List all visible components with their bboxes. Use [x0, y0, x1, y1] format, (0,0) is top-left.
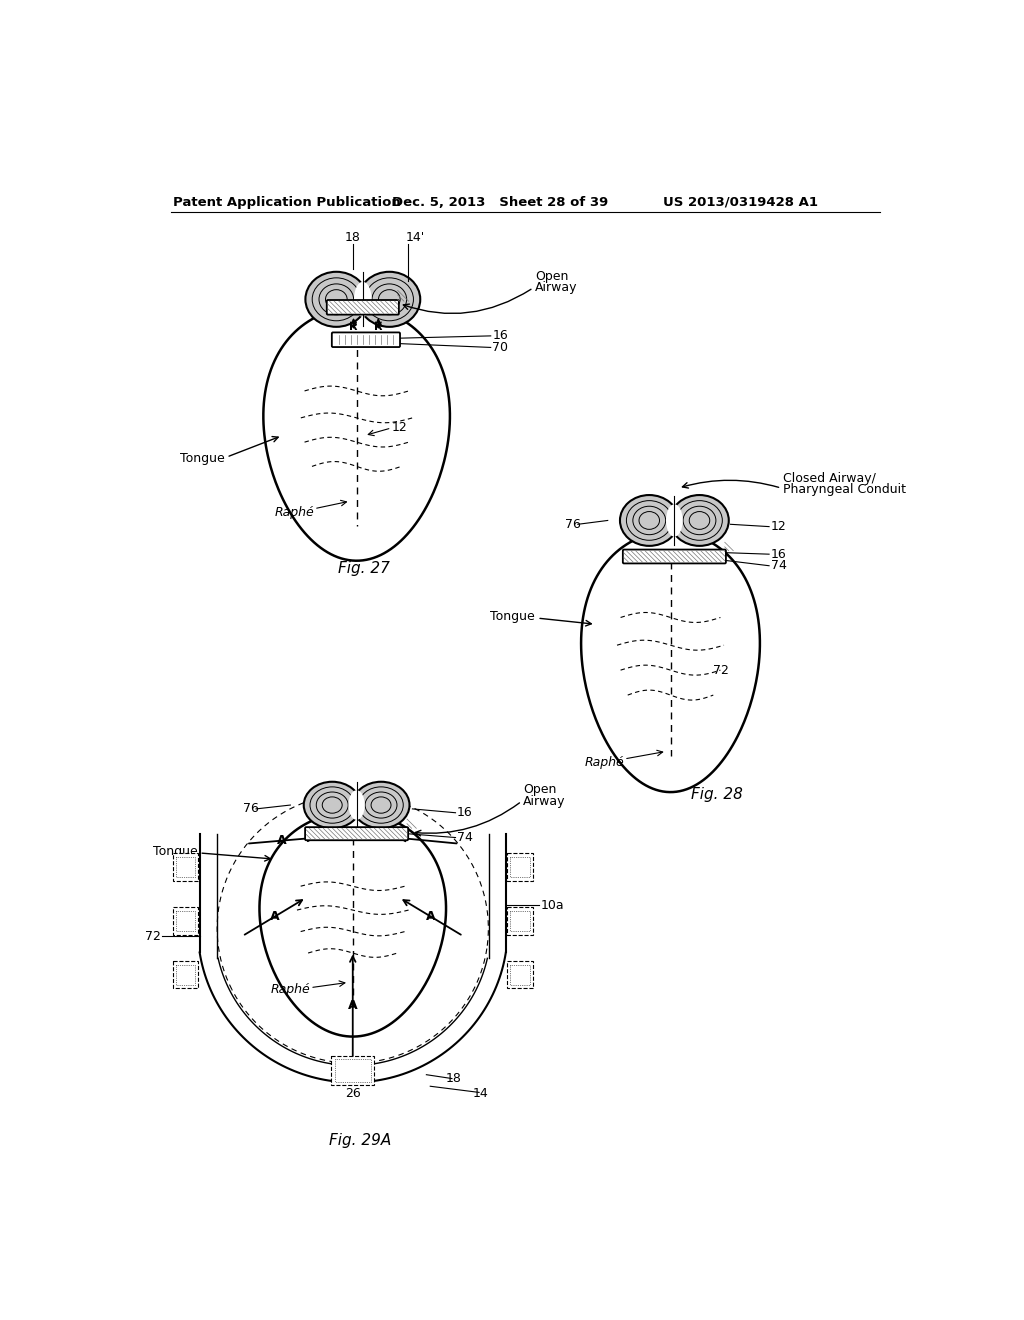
Text: Tongue: Tongue: [490, 610, 535, 623]
Bar: [507, 853, 532, 880]
FancyBboxPatch shape: [305, 828, 409, 841]
Bar: [511, 857, 529, 876]
Bar: [176, 857, 195, 876]
Text: 74: 74: [457, 832, 473, 843]
Bar: [176, 911, 195, 931]
Text: R: R: [374, 322, 383, 333]
Text: R: R: [349, 322, 357, 333]
Text: Fig. 27: Fig. 27: [339, 561, 390, 577]
Text: Dec. 5, 2013   Sheet 28 of 39: Dec. 5, 2013 Sheet 28 of 39: [392, 195, 608, 209]
Text: 70: 70: [493, 341, 508, 354]
Text: 18: 18: [345, 231, 360, 244]
Text: 16: 16: [771, 548, 786, 561]
Bar: [507, 961, 532, 989]
Bar: [172, 907, 198, 935]
Text: 12: 12: [771, 520, 786, 533]
FancyBboxPatch shape: [327, 300, 399, 314]
Text: Pharyngeal Conduit: Pharyngeal Conduit: [783, 483, 906, 496]
Text: US 2013/0319428 A1: US 2013/0319428 A1: [663, 195, 818, 209]
Text: A: A: [278, 834, 287, 847]
Text: 12: 12: [391, 421, 408, 434]
Text: Tongue: Tongue: [153, 845, 198, 858]
Text: 76: 76: [564, 517, 581, 531]
Bar: [176, 965, 195, 985]
FancyBboxPatch shape: [623, 549, 726, 564]
Text: Raphé: Raphé: [274, 506, 314, 519]
Ellipse shape: [620, 495, 679, 546]
Ellipse shape: [670, 495, 729, 546]
Text: 16: 16: [457, 807, 473, 820]
Text: Raphé: Raphé: [585, 756, 624, 770]
Bar: [172, 961, 198, 989]
Text: Open: Open: [535, 269, 568, 282]
FancyBboxPatch shape: [332, 333, 400, 347]
Text: 72: 72: [145, 929, 161, 942]
Text: Fig. 29A: Fig. 29A: [330, 1133, 391, 1147]
Text: 16: 16: [493, 330, 508, 342]
Text: 26: 26: [345, 1088, 360, 1101]
Bar: [332, 1056, 374, 1085]
Ellipse shape: [352, 781, 410, 829]
Text: Raphé: Raphé: [270, 983, 310, 997]
Ellipse shape: [358, 272, 420, 327]
Text: 18: 18: [445, 1072, 462, 1085]
Ellipse shape: [304, 781, 360, 829]
Bar: [511, 911, 529, 931]
Bar: [335, 1059, 371, 1082]
Ellipse shape: [666, 504, 683, 537]
Text: A: A: [269, 911, 280, 924]
Ellipse shape: [305, 272, 368, 327]
Bar: [507, 907, 532, 935]
Text: Fig. 28: Fig. 28: [691, 788, 743, 803]
Text: Patent Application Publication: Patent Application Publication: [173, 195, 400, 209]
Text: Open: Open: [523, 783, 557, 796]
Bar: [511, 965, 529, 985]
Text: A: A: [426, 911, 436, 924]
Text: 74: 74: [771, 560, 786, 573]
Text: 10a: 10a: [541, 899, 564, 912]
Text: 76: 76: [243, 803, 258, 816]
Text: 14': 14': [406, 231, 425, 244]
Text: 72: 72: [713, 664, 729, 677]
Text: Airway: Airway: [523, 795, 565, 808]
Text: Tongue: Tongue: [180, 453, 225, 465]
Ellipse shape: [354, 281, 372, 317]
Text: Airway: Airway: [535, 281, 578, 294]
Text: Closed Airway/: Closed Airway/: [783, 471, 876, 484]
Bar: [172, 853, 198, 880]
Text: 14: 14: [473, 1088, 488, 1101]
Text: A: A: [348, 999, 357, 1012]
Ellipse shape: [348, 791, 365, 820]
